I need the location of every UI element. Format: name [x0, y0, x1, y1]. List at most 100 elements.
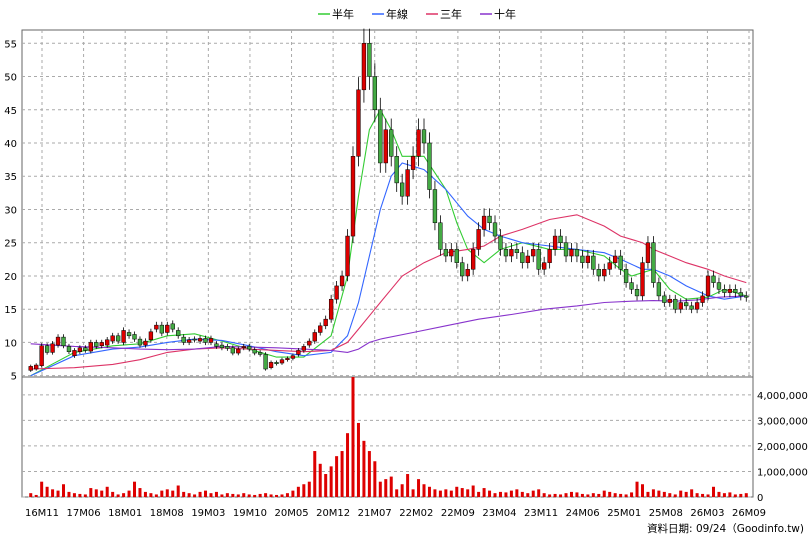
volume-bar — [455, 486, 459, 497]
candle-body — [115, 335, 121, 342]
candle-body — [673, 298, 678, 310]
candle-body — [339, 275, 345, 287]
x-tick-label: 22M09 — [441, 508, 475, 519]
volume-bar — [122, 493, 126, 497]
candle-body — [503, 249, 509, 257]
volume-bar — [744, 493, 748, 497]
candle-body — [542, 262, 547, 270]
candle-body — [427, 142, 432, 190]
volume-bar — [198, 491, 202, 497]
volume-bar — [89, 488, 93, 497]
volume-bar — [340, 451, 344, 497]
volume-bar — [236, 494, 240, 497]
volume-bar — [542, 493, 546, 497]
candle-body — [252, 349, 257, 354]
candle-body — [689, 305, 694, 310]
volume-bar — [553, 493, 557, 497]
volume-bar — [138, 488, 142, 497]
candle-body — [72, 350, 77, 356]
volume-bar — [94, 489, 98, 497]
x-tick-label: 19M10 — [233, 508, 267, 519]
volume-bar — [165, 489, 169, 497]
volume-bar — [733, 494, 737, 497]
candle-body — [159, 324, 164, 334]
candle-body — [438, 222, 443, 250]
candle-body — [432, 189, 438, 224]
volume-bar — [214, 491, 218, 497]
candle-body — [257, 352, 263, 355]
volume-bar — [717, 491, 721, 497]
ma-line-3 — [30, 295, 747, 353]
candle-body — [219, 344, 225, 349]
x-tick-label: 20M05 — [274, 508, 308, 519]
volume-bar — [149, 493, 153, 497]
volume-bar — [318, 463, 322, 497]
volume-bar — [597, 493, 601, 497]
candle-body — [318, 325, 323, 333]
volume-bar — [346, 433, 350, 497]
volume-bar — [427, 486, 431, 497]
volume-bar — [482, 488, 486, 497]
volume-bar — [591, 493, 595, 497]
candle-body — [137, 338, 143, 346]
volume-bar — [613, 493, 617, 497]
candle-body — [727, 289, 733, 293]
candle-body — [83, 347, 88, 351]
volume-bar — [133, 481, 137, 497]
volume-bar — [701, 493, 705, 497]
candle-body — [656, 282, 662, 297]
candle-body — [192, 338, 197, 341]
candle-body — [214, 343, 219, 347]
candle-body — [186, 339, 192, 343]
volume-bar — [438, 490, 442, 497]
candle-body — [454, 249, 459, 263]
volume-bar — [520, 491, 524, 497]
volume-bar — [575, 492, 579, 497]
price-tick-label: 40 — [4, 139, 17, 150]
candle-body — [705, 275, 711, 297]
volume-bar — [307, 481, 311, 497]
x-tick-label: 21M07 — [358, 508, 392, 519]
volume-bar — [444, 489, 448, 497]
candle-body — [176, 330, 181, 337]
candle-body — [678, 302, 683, 310]
candle-body — [711, 275, 716, 283]
candle-body — [514, 249, 520, 253]
volume-bar — [171, 490, 175, 497]
candle-body — [645, 242, 651, 263]
candle-body — [536, 249, 541, 270]
price-tick-label: 50 — [4, 73, 17, 84]
volume-bar — [111, 491, 115, 497]
candle-body — [738, 292, 743, 297]
volume-bar — [679, 490, 683, 497]
candle-body — [547, 249, 552, 263]
candle-body — [744, 295, 749, 298]
candle-body — [350, 156, 356, 237]
x-axis: 16M11 17M06 18M01 18M08 19M03 19M10 20M05 20M12… — [25, 508, 766, 519]
candle-body — [181, 336, 186, 343]
candlesticks — [28, 28, 749, 372]
volume-plot-area — [21, 376, 754, 498]
volume-bar — [367, 451, 371, 497]
volume-bar — [400, 484, 404, 497]
candle-body — [274, 362, 279, 364]
candle-body — [552, 235, 558, 250]
volume-bar — [362, 440, 366, 497]
candle-body — [569, 249, 574, 257]
legend-label-0: 半年 — [332, 7, 354, 21]
volume-bar — [515, 489, 519, 497]
volume-bar — [51, 489, 55, 497]
volume-tick-label: 1,000,000 — [757, 467, 808, 478]
legend-label-2: 三年 — [440, 7, 462, 21]
volume-tick-label: 4,000,000 — [757, 391, 808, 402]
volume-bar — [619, 493, 623, 497]
volume-bar — [559, 494, 563, 497]
volume-bar — [296, 486, 300, 497]
candle-body — [356, 89, 361, 157]
volume-bar — [477, 491, 481, 497]
candle-body — [378, 109, 383, 164]
volume-bar — [586, 494, 590, 497]
volume-tick-label: 2,000,000 — [757, 442, 808, 453]
volume-bar — [739, 493, 743, 497]
candle-body — [50, 343, 55, 353]
